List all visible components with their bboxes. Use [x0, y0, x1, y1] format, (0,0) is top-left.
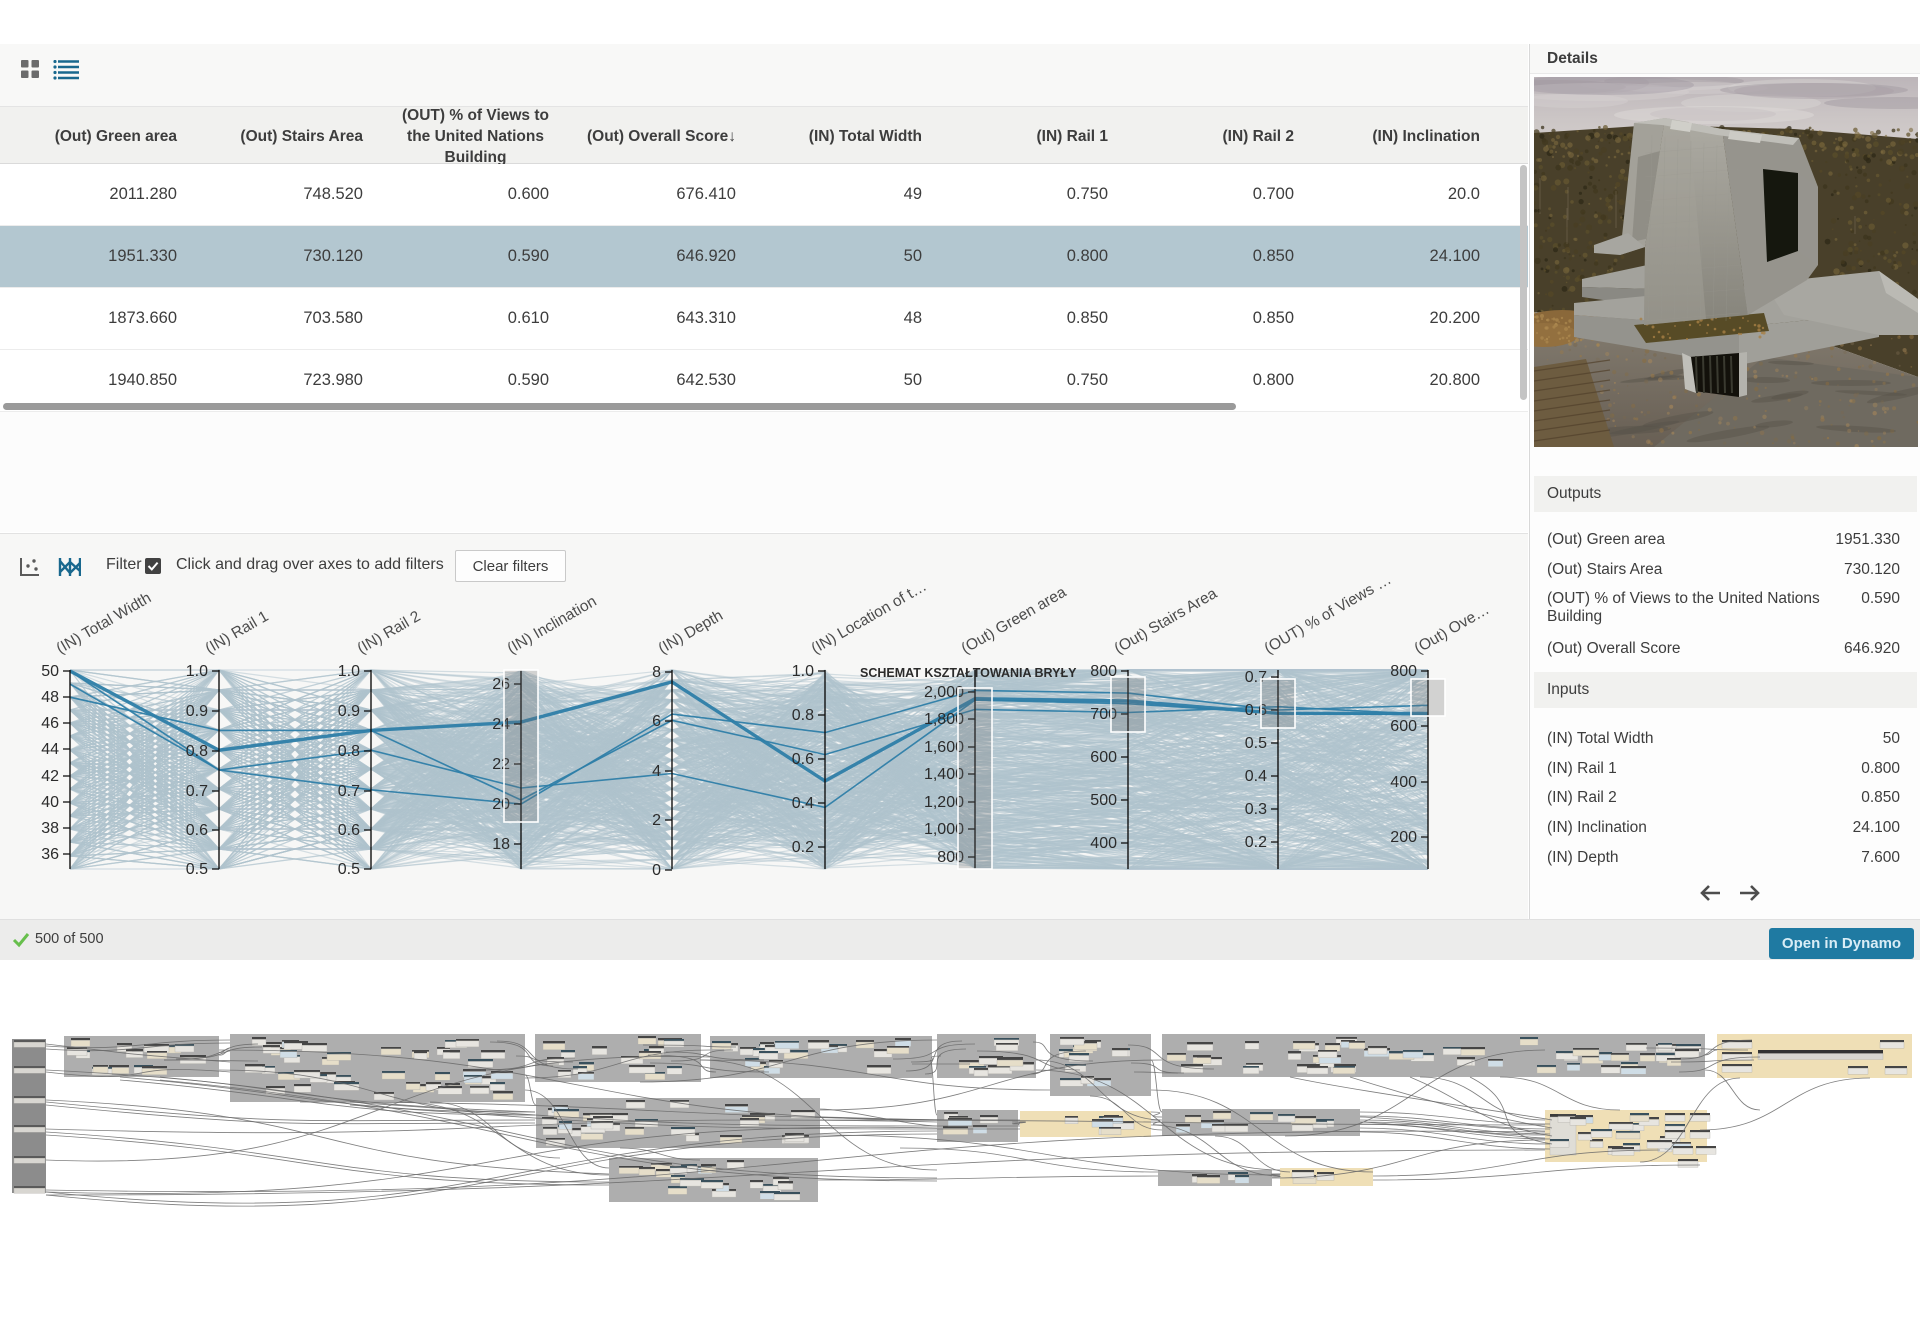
svg-text:(Out) Ove…: (Out) Ove… — [1412, 601, 1493, 657]
svg-text:0.9: 0.9 — [186, 703, 208, 720]
svg-text:1.0: 1.0 — [338, 663, 360, 680]
svg-text:200: 200 — [1390, 829, 1417, 846]
svg-text:0.5: 0.5 — [186, 861, 208, 878]
svg-text:(IN) Total Width: (IN) Total Width — [54, 589, 155, 657]
svg-text:1.0: 1.0 — [792, 663, 814, 680]
svg-text:0.6: 0.6 — [792, 751, 814, 768]
svg-text:0.5: 0.5 — [1245, 735, 1267, 752]
svg-text:1,600: 1,600 — [924, 739, 964, 756]
svg-text:1,800: 1,800 — [924, 711, 964, 728]
svg-text:(Out) Green area: (Out) Green area — [959, 584, 1070, 658]
svg-text:0.7: 0.7 — [186, 783, 208, 800]
svg-text:8: 8 — [652, 664, 661, 681]
svg-text:600: 600 — [1390, 718, 1417, 735]
svg-text:0.6: 0.6 — [338, 822, 360, 839]
svg-text:42: 42 — [41, 768, 59, 785]
svg-text:800: 800 — [1390, 663, 1417, 680]
svg-text:(IN) Inclination: (IN) Inclination — [505, 593, 600, 658]
svg-text:20: 20 — [492, 796, 510, 813]
svg-text:(IN) Depth: (IN) Depth — [656, 607, 726, 657]
svg-text:0.3: 0.3 — [1245, 801, 1267, 818]
svg-text:(IN) Rail 2: (IN) Rail 2 — [355, 608, 424, 658]
svg-text:38: 38 — [41, 820, 59, 837]
svg-text:1,000: 1,000 — [924, 821, 964, 838]
svg-text:0.5: 0.5 — [338, 861, 360, 878]
svg-text:0.4: 0.4 — [1245, 768, 1267, 785]
svg-text:36: 36 — [41, 846, 59, 863]
svg-text:0: 0 — [652, 862, 661, 879]
svg-text:1.0: 1.0 — [186, 663, 208, 680]
svg-text:400: 400 — [1090, 835, 1117, 852]
svg-text:SCHEMAT KSZTAŁTOWANIA BRYŁY: SCHEMAT KSZTAŁTOWANIA BRYŁY — [860, 666, 1077, 680]
svg-text:500: 500 — [1090, 792, 1117, 809]
svg-text:400: 400 — [1390, 774, 1417, 791]
svg-text:(IN) Location of t…: (IN) Location of t… — [809, 578, 930, 658]
svg-text:800: 800 — [1090, 663, 1117, 680]
svg-text:0.7: 0.7 — [338, 783, 360, 800]
svg-text:26: 26 — [492, 676, 510, 693]
svg-text:0.4: 0.4 — [792, 795, 814, 812]
svg-text:2: 2 — [652, 812, 661, 829]
svg-text:4: 4 — [652, 763, 661, 780]
svg-text:18: 18 — [492, 836, 510, 853]
svg-text:0.8: 0.8 — [792, 707, 814, 724]
svg-text:22: 22 — [492, 756, 510, 773]
svg-text:46: 46 — [41, 715, 59, 732]
svg-text:0.6: 0.6 — [186, 822, 208, 839]
svg-text:50: 50 — [41, 663, 59, 680]
svg-text:(OUT) % of Views …: (OUT) % of Views … — [1262, 571, 1395, 657]
svg-text:0.8: 0.8 — [186, 743, 208, 760]
svg-text:44: 44 — [41, 741, 59, 758]
svg-text:0.2: 0.2 — [792, 839, 814, 856]
svg-text:2,000: 2,000 — [924, 684, 964, 701]
svg-text:6: 6 — [652, 713, 661, 730]
svg-text:(IN) Rail 1: (IN) Rail 1 — [203, 608, 272, 658]
svg-text:1,200: 1,200 — [924, 794, 964, 811]
svg-text:1,400: 1,400 — [924, 766, 964, 783]
svg-text:0.9: 0.9 — [338, 703, 360, 720]
svg-text:40: 40 — [41, 794, 59, 811]
svg-text:24: 24 — [492, 716, 510, 733]
svg-text:0.8: 0.8 — [338, 743, 360, 760]
svg-text:600: 600 — [1090, 749, 1117, 766]
svg-text:(Out) Stairs Area: (Out) Stairs Area — [1112, 585, 1221, 658]
svg-text:48: 48 — [41, 689, 59, 706]
svg-text:0.2: 0.2 — [1245, 834, 1267, 851]
